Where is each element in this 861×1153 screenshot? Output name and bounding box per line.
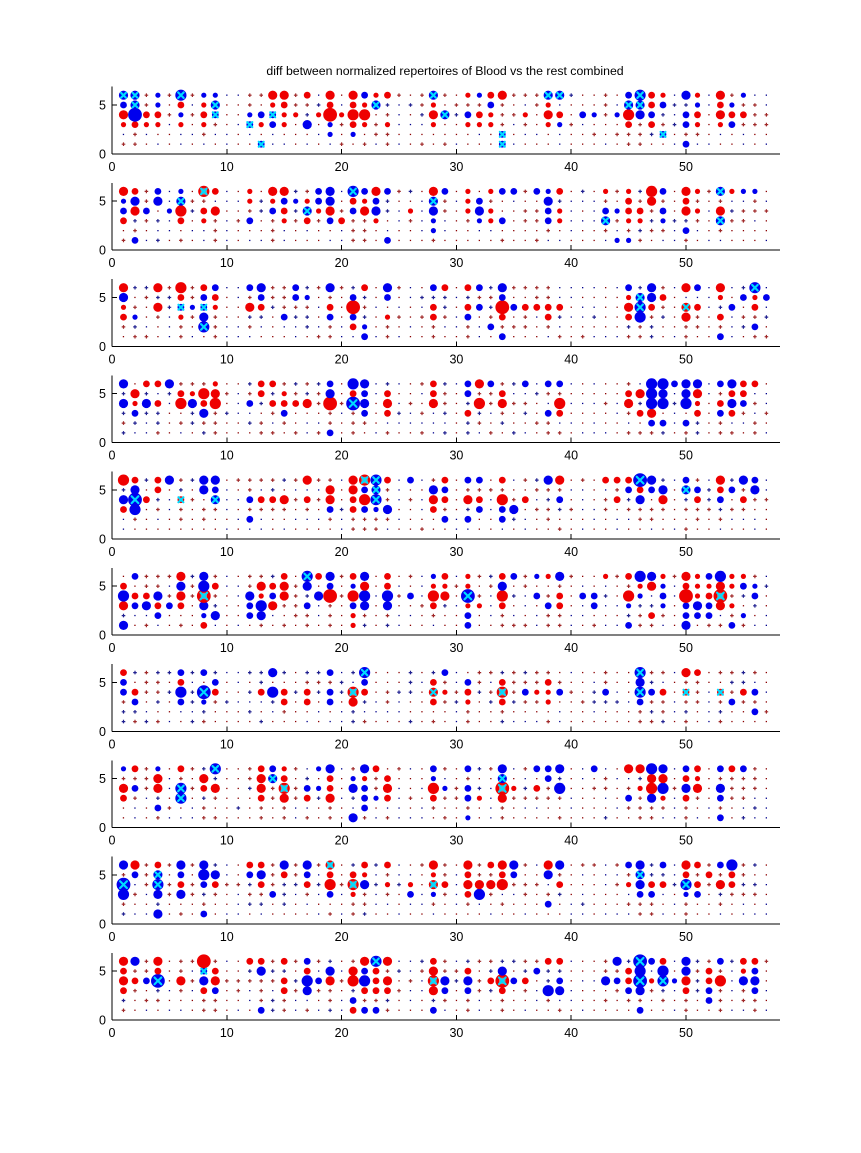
svg-text:30: 30	[449, 641, 463, 655]
svg-text:0: 0	[99, 244, 106, 258]
svg-text:40: 40	[564, 641, 578, 655]
svg-text:20: 20	[335, 834, 349, 848]
svg-text:50: 50	[679, 930, 693, 944]
svg-text:50: 50	[679, 834, 693, 848]
svg-text:5: 5	[99, 772, 106, 786]
svg-text:50: 50	[679, 1026, 693, 1040]
svg-text:5: 5	[99, 195, 106, 209]
svg-text:5: 5	[99, 580, 106, 594]
svg-text:0: 0	[99, 917, 106, 931]
svg-text:10: 10	[220, 1026, 234, 1040]
svg-text:40: 40	[564, 1026, 578, 1040]
svg-text:40: 40	[564, 160, 578, 174]
svg-text:0: 0	[99, 629, 106, 643]
svg-text:0: 0	[109, 353, 116, 367]
svg-text:30: 30	[449, 834, 463, 848]
svg-text:50: 50	[679, 353, 693, 367]
svg-text:40: 40	[564, 256, 578, 270]
svg-text:0: 0	[99, 1014, 106, 1028]
svg-text:5: 5	[99, 291, 106, 305]
svg-text:0: 0	[99, 725, 106, 739]
svg-text:10: 10	[220, 545, 234, 559]
svg-text:20: 20	[335, 449, 349, 463]
svg-text:30: 30	[449, 930, 463, 944]
svg-text:0: 0	[109, 737, 116, 751]
svg-text:10: 10	[220, 353, 234, 367]
svg-text:50: 50	[679, 545, 693, 559]
svg-text:10: 10	[220, 160, 234, 174]
svg-text:diff between normalized repert: diff between normalized repertoires of B…	[266, 64, 623, 78]
svg-text:10: 10	[220, 834, 234, 848]
svg-text:0: 0	[109, 545, 116, 559]
svg-text:0: 0	[99, 340, 106, 354]
svg-text:0: 0	[99, 532, 106, 546]
svg-text:5: 5	[99, 387, 106, 401]
svg-text:30: 30	[449, 1026, 463, 1040]
svg-text:5: 5	[99, 868, 106, 882]
svg-text:30: 30	[449, 737, 463, 751]
svg-text:10: 10	[220, 256, 234, 270]
svg-text:40: 40	[564, 930, 578, 944]
svg-text:20: 20	[335, 641, 349, 655]
svg-text:0: 0	[109, 160, 116, 174]
svg-text:30: 30	[449, 545, 463, 559]
svg-text:20: 20	[335, 737, 349, 751]
svg-text:20: 20	[335, 256, 349, 270]
svg-text:0: 0	[109, 930, 116, 944]
svg-text:30: 30	[449, 160, 463, 174]
svg-text:40: 40	[564, 737, 578, 751]
svg-text:5: 5	[99, 99, 106, 113]
svg-text:20: 20	[335, 160, 349, 174]
svg-text:50: 50	[679, 737, 693, 751]
svg-text:0: 0	[109, 449, 116, 463]
svg-text:40: 40	[564, 545, 578, 559]
svg-text:50: 50	[679, 449, 693, 463]
svg-text:10: 10	[220, 737, 234, 751]
svg-text:30: 30	[449, 449, 463, 463]
svg-text:30: 30	[449, 353, 463, 367]
svg-text:50: 50	[679, 641, 693, 655]
svg-text:20: 20	[335, 353, 349, 367]
svg-text:5: 5	[99, 965, 106, 979]
svg-text:40: 40	[564, 449, 578, 463]
svg-text:20: 20	[335, 1026, 349, 1040]
svg-text:10: 10	[220, 641, 234, 655]
svg-text:0: 0	[99, 821, 106, 835]
svg-text:50: 50	[679, 160, 693, 174]
svg-text:0: 0	[99, 148, 106, 162]
svg-text:10: 10	[220, 449, 234, 463]
svg-text:40: 40	[564, 834, 578, 848]
svg-text:40: 40	[564, 353, 578, 367]
svg-text:0: 0	[109, 641, 116, 655]
svg-text:5: 5	[99, 483, 106, 497]
svg-text:20: 20	[335, 545, 349, 559]
svg-text:0: 0	[99, 436, 106, 450]
svg-text:5: 5	[99, 676, 106, 690]
svg-text:0: 0	[109, 834, 116, 848]
svg-text:0: 0	[109, 1026, 116, 1040]
svg-text:50: 50	[679, 256, 693, 270]
svg-text:20: 20	[335, 930, 349, 944]
svg-text:10: 10	[220, 930, 234, 944]
svg-text:30: 30	[449, 256, 463, 270]
svg-text:0: 0	[109, 256, 116, 270]
